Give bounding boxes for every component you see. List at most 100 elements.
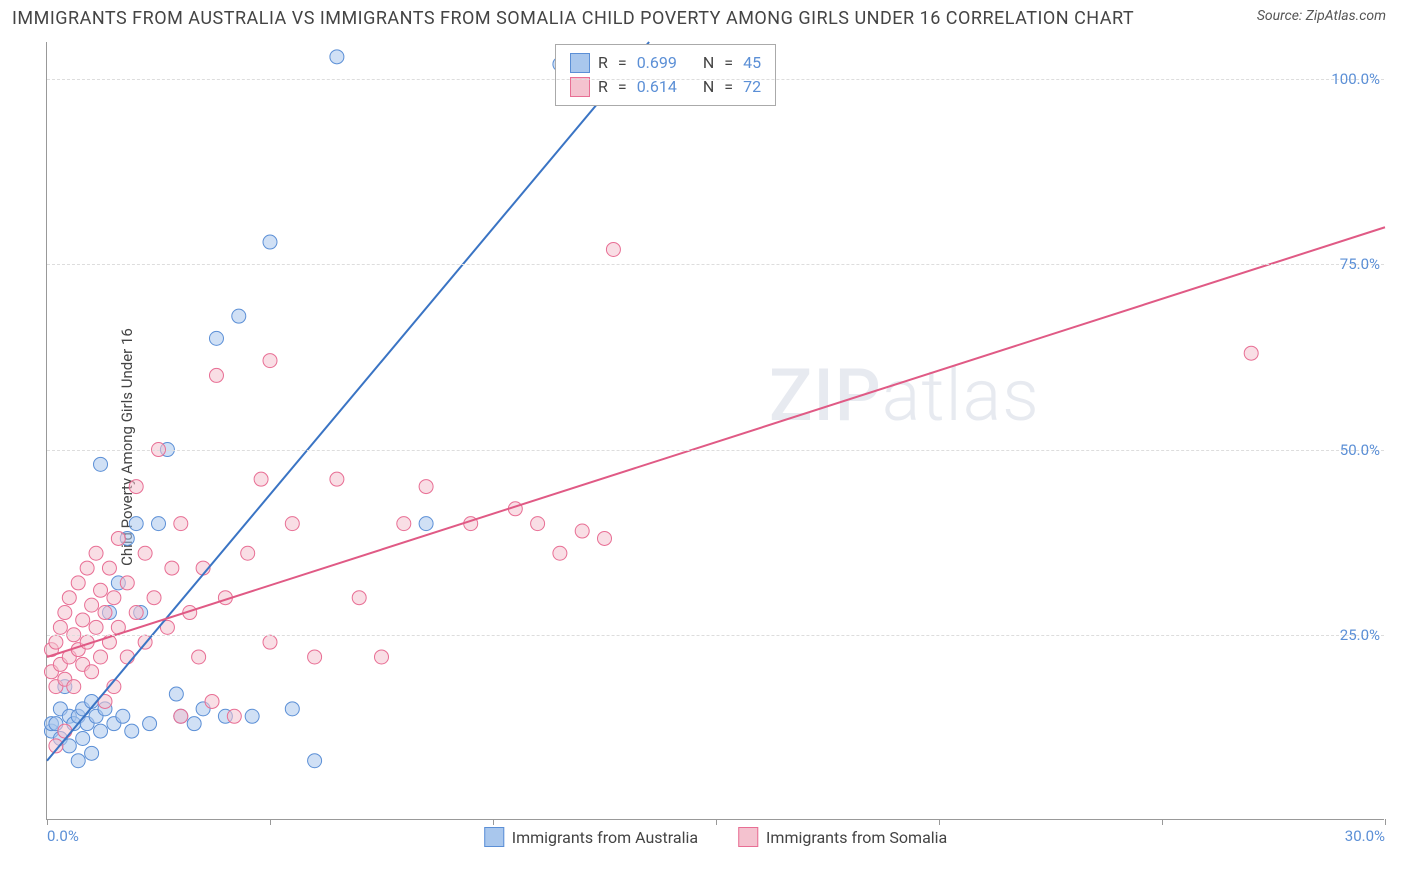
data-point (192, 650, 206, 664)
data-point (606, 242, 620, 256)
gridline-h (47, 450, 1384, 451)
data-point (98, 606, 112, 620)
data-point (397, 517, 411, 531)
x-tick (1385, 819, 1386, 825)
data-point (49, 635, 63, 649)
y-tick-label: 25.0% (1340, 626, 1380, 644)
gridline-h (47, 79, 1384, 80)
data-point (209, 368, 223, 382)
data-point (62, 591, 76, 605)
data-point (102, 561, 116, 575)
data-point (94, 724, 108, 738)
data-point (241, 546, 255, 560)
x-tick (1162, 819, 1163, 825)
data-point (85, 598, 99, 612)
source-value: ZipAtlas.com (1306, 8, 1386, 24)
x-tick (270, 819, 271, 825)
data-point (330, 472, 344, 486)
data-point (138, 546, 152, 560)
data-point (111, 531, 125, 545)
n-value: 45 (743, 51, 761, 75)
data-point (227, 709, 241, 723)
data-point (85, 665, 99, 679)
data-point (120, 576, 134, 590)
data-point (107, 591, 121, 605)
data-point (58, 606, 72, 620)
data-point (308, 650, 322, 664)
y-tick-label: 100.0% (1331, 70, 1380, 88)
data-point (94, 650, 108, 664)
data-point (187, 717, 201, 731)
stats-legend: R=0.699N=45R=0.614N=72 (555, 44, 776, 106)
data-point (53, 620, 67, 634)
y-tick-label: 75.0% (1340, 255, 1380, 273)
legend-swatch (484, 827, 504, 847)
data-point (419, 517, 433, 531)
legend-swatch (570, 53, 590, 73)
gridline-h (47, 264, 1384, 265)
data-point (553, 546, 567, 560)
data-point (263, 354, 277, 368)
data-point (419, 480, 433, 494)
data-point (169, 687, 183, 701)
data-point (89, 546, 103, 560)
data-point (165, 561, 179, 575)
data-point (598, 531, 612, 545)
plot-area: ZIPatlas R=0.699N=45R=0.614N=72 Immigran… (46, 42, 1384, 820)
data-point (152, 517, 166, 531)
data-point (94, 583, 108, 597)
x-tick-label: 30.0% (1345, 827, 1385, 845)
data-point (263, 235, 277, 249)
scatter-svg (47, 42, 1384, 819)
data-point (125, 724, 139, 738)
legend-label: Immigrants from Australia (512, 828, 698, 847)
legend-item: Immigrants from Australia (484, 827, 698, 847)
chart-container: Child Poverty Among Girls Under 16 ZIPat… (0, 34, 1406, 860)
data-point (245, 709, 259, 723)
legend-swatch (738, 827, 758, 847)
data-point (232, 309, 246, 323)
equals-sign: = (724, 51, 733, 75)
data-point (174, 517, 188, 531)
data-point (67, 680, 81, 694)
data-point (174, 709, 188, 723)
data-point (80, 561, 94, 575)
source-attribution: Source: ZipAtlas.com (1257, 8, 1386, 24)
stats-legend-row: R=0.699N=45 (570, 51, 761, 75)
legend-label: Immigrants from Somalia (766, 828, 947, 847)
data-point (308, 754, 322, 768)
data-point (76, 731, 90, 745)
data-point (254, 472, 268, 486)
x-tick (716, 819, 717, 825)
data-point (330, 50, 344, 64)
data-point (531, 517, 545, 531)
data-point (85, 746, 99, 760)
data-point (263, 635, 277, 649)
data-point (116, 709, 130, 723)
chart-title: IMMIGRANTS FROM AUSTRALIA VS IMMIGRANTS … (12, 8, 1134, 29)
data-point (147, 591, 161, 605)
data-point (58, 724, 72, 738)
r-label: R (598, 51, 608, 75)
x-tick (939, 819, 940, 825)
data-point (205, 694, 219, 708)
source-label: Source: (1257, 8, 1302, 24)
data-point (89, 620, 103, 634)
x-tick (47, 819, 48, 825)
y-tick-label: 50.0% (1340, 441, 1380, 459)
data-point (94, 457, 108, 471)
data-point (375, 650, 389, 664)
data-point (209, 331, 223, 345)
data-point (1244, 346, 1258, 360)
trend-line (47, 42, 649, 761)
series-legend: Immigrants from Australia Immigrants from… (484, 827, 948, 847)
data-point (120, 650, 134, 664)
r-value: 0.699 (637, 51, 677, 75)
legend-item: Immigrants from Somalia (738, 827, 947, 847)
data-point (129, 480, 143, 494)
gridline-h (47, 635, 1384, 636)
data-point (76, 613, 90, 627)
data-point (129, 606, 143, 620)
trend-line (47, 227, 1385, 657)
equals-sign: = (618, 51, 627, 75)
